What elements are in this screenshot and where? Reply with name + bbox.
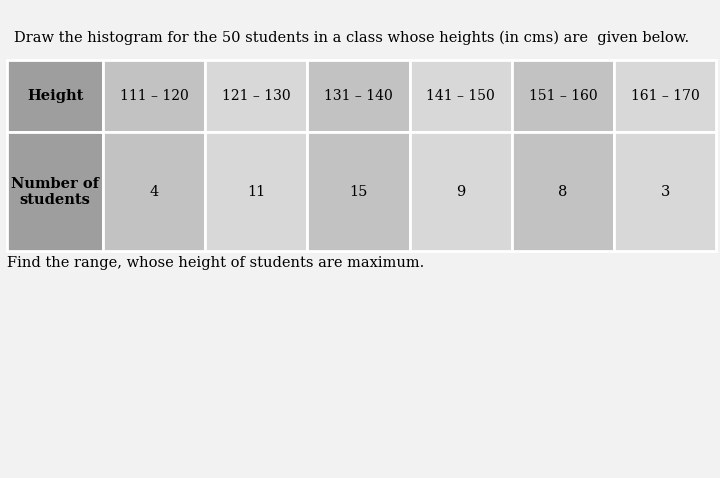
Text: 121 – 130: 121 – 130 <box>222 89 291 103</box>
Text: 4: 4 <box>150 185 158 199</box>
Text: 15: 15 <box>349 185 368 199</box>
Text: 131 – 140: 131 – 140 <box>324 89 393 103</box>
Text: 11: 11 <box>247 185 266 199</box>
Text: 151 – 160: 151 – 160 <box>528 89 598 103</box>
Text: Draw the histogram for the 50 students in a class whose heights (in cms) are  gi: Draw the histogram for the 50 students i… <box>14 31 690 45</box>
Text: 8: 8 <box>558 185 568 199</box>
Text: 161 – 170: 161 – 170 <box>631 89 700 103</box>
Text: Number of
students: Number of students <box>11 176 99 207</box>
Text: Height: Height <box>27 89 84 103</box>
Text: 111 – 120: 111 – 120 <box>120 89 189 103</box>
Text: Find the range, whose height of students are maximum.: Find the range, whose height of students… <box>7 256 425 270</box>
Text: 3: 3 <box>660 185 670 199</box>
Text: 9: 9 <box>456 185 465 199</box>
Text: 141 – 150: 141 – 150 <box>426 89 495 103</box>
